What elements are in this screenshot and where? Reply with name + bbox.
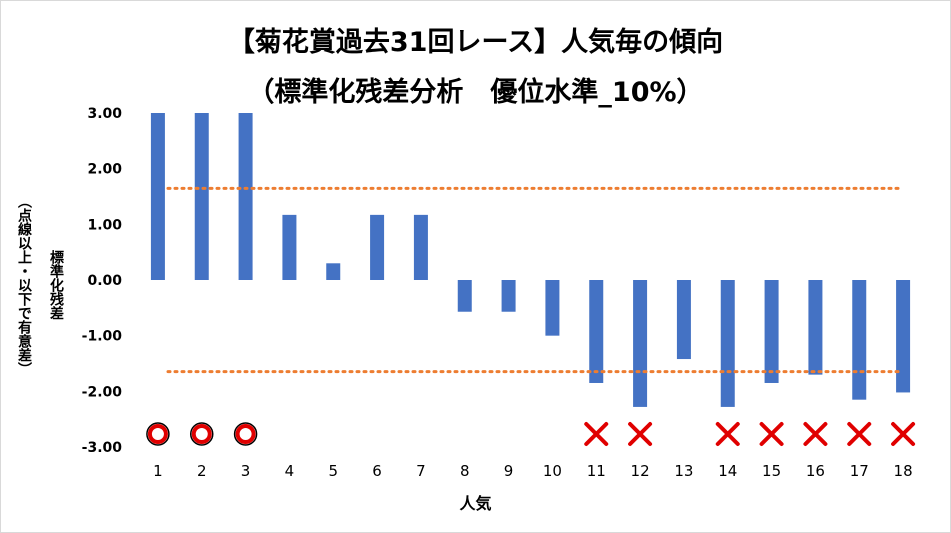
chart-title: 【菊花賞過去31回レース】人気毎の傾向 xyxy=(227,27,724,58)
y-tick-label: 0.00 xyxy=(87,273,122,289)
marker-cross xyxy=(759,422,784,446)
x-tick-label: 11 xyxy=(587,462,606,480)
x-tick-label: 10 xyxy=(543,462,562,480)
y-axis-label-group: 標準化残差 （点線以上・以下で有意差） xyxy=(4,120,80,450)
bar xyxy=(676,280,691,360)
x-tick-label: 13 xyxy=(674,462,693,480)
y-tick-label: -1.00 xyxy=(82,329,123,345)
x-tick-label: 7 xyxy=(416,462,426,480)
x-tick-label: 14 xyxy=(718,462,737,480)
marker-cross xyxy=(891,422,916,446)
x-tick-label: 5 xyxy=(328,462,338,480)
bar xyxy=(457,280,472,312)
x-tick-label: 17 xyxy=(850,462,869,480)
x-tick-label: 8 xyxy=(460,462,470,480)
bar xyxy=(896,280,911,393)
bar xyxy=(413,214,428,280)
marker-circle xyxy=(235,424,256,444)
y-tick-label: -3.00 xyxy=(82,440,123,456)
bar xyxy=(326,263,341,280)
y-tick-label: -2.00 xyxy=(82,384,123,400)
bar xyxy=(808,280,823,375)
x-tick-label: 9 xyxy=(504,462,514,480)
bar xyxy=(633,280,648,407)
marker-circle-outline xyxy=(190,422,214,446)
bar xyxy=(852,280,867,400)
bar xyxy=(194,113,209,280)
x-tick-label: 15 xyxy=(762,462,781,480)
x-tick-label: 12 xyxy=(631,462,650,480)
bar xyxy=(589,280,604,383)
bar xyxy=(545,280,560,336)
x-tick-label: 4 xyxy=(285,462,295,480)
bar xyxy=(238,113,253,280)
y-tick-label: 1.00 xyxy=(87,217,122,233)
y-tick-label: 3.00 xyxy=(87,106,122,122)
marker-cross xyxy=(584,422,609,446)
marker-cross xyxy=(847,422,872,446)
bar xyxy=(720,280,735,407)
marker-cross xyxy=(715,422,740,446)
x-axis-label: 人気 xyxy=(459,494,492,513)
y-axis-label: 標準化残差 xyxy=(48,250,64,320)
marker-circle xyxy=(191,424,212,444)
y-tick-label: 2.00 xyxy=(87,162,122,178)
marker-circle-outline xyxy=(233,422,258,446)
x-tick-label: 16 xyxy=(806,462,825,480)
bar xyxy=(370,214,385,280)
bar xyxy=(150,113,165,280)
marker-cross xyxy=(628,422,653,446)
bar xyxy=(764,280,779,383)
x-tick-label: 1 xyxy=(153,462,163,480)
bar xyxy=(501,280,516,312)
x-tick-label: 3 xyxy=(241,462,251,480)
marker-circle xyxy=(147,424,168,444)
x-tick-label: 2 xyxy=(197,462,207,480)
marker-cross xyxy=(803,422,828,446)
y-axis-label-note: （点線以上・以下で有意差） xyxy=(16,194,32,376)
x-tick-label: 18 xyxy=(894,462,913,480)
chart-subtitle: （標準化残差分析 優位水準_10%） xyxy=(247,77,704,108)
marker-circle-outline xyxy=(146,422,170,446)
x-tick-label: 6 xyxy=(372,462,382,480)
bar xyxy=(282,214,297,280)
